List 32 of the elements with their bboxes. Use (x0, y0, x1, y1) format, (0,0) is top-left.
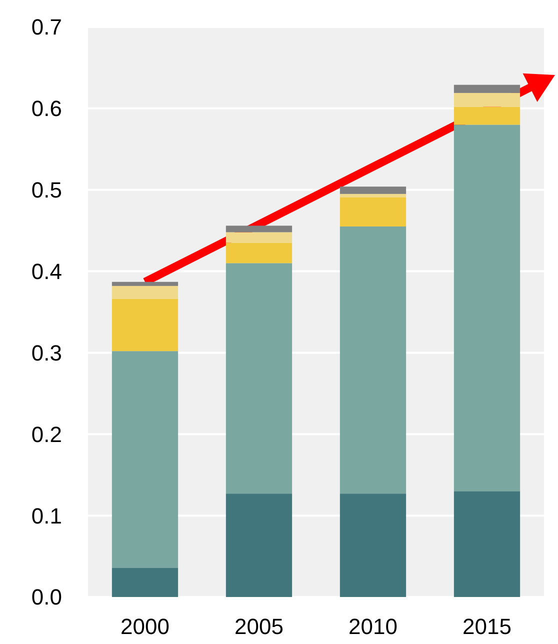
bar (112, 282, 178, 286)
y-tick-label: 0.1 (31, 503, 62, 528)
bar (226, 232, 292, 243)
x-tick-label: 2005 (234, 614, 284, 639)
y-tick-label: 0.3 (31, 340, 62, 366)
y-tick-label: 0.4 (31, 258, 62, 284)
bar (454, 491, 520, 597)
bar (454, 124, 520, 492)
bar (226, 263, 292, 494)
y-tick-label: 0.7 (31, 14, 62, 40)
x-tick-label: 2000 (120, 614, 170, 639)
x-tick-label: 2010 (348, 614, 398, 639)
bar (226, 242, 292, 264)
bar (112, 286, 178, 299)
bar (340, 197, 406, 226)
bar (112, 568, 178, 597)
y-tick-label: 0.5 (31, 178, 62, 203)
bar (454, 106, 520, 125)
bar (340, 194, 406, 198)
y-tick-label: 0.6 (31, 96, 62, 122)
x-tick-label: 2015 (462, 614, 512, 639)
bar (340, 226, 406, 494)
bar (454, 84, 520, 93)
bar (226, 494, 292, 597)
bar (112, 351, 178, 568)
bar (112, 298, 178, 352)
y-tick-label: 0.2 (31, 422, 62, 447)
y-tick-label: 0.0 (31, 584, 62, 610)
bar (340, 494, 406, 597)
bar (454, 92, 520, 107)
bar (340, 186, 406, 194)
bar (226, 226, 292, 232)
